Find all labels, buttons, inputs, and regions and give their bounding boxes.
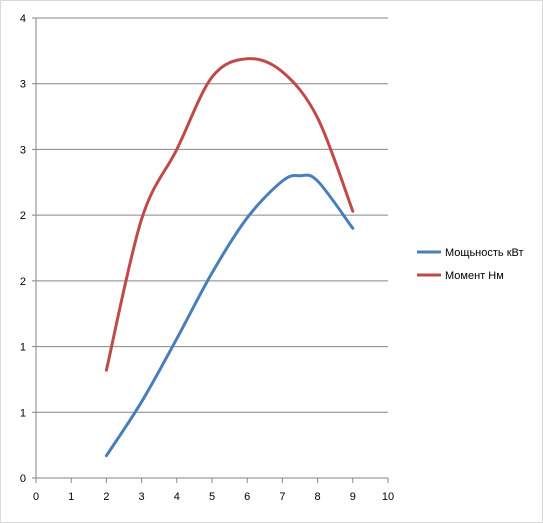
gridlines [36, 17, 388, 413]
series-line-1 [104, 57, 355, 372]
x-tick-label-8: 8 [315, 491, 321, 503]
legend-label-0: Мощьность кВт [445, 247, 524, 259]
y-tick-label-4: 2 [20, 210, 26, 222]
x-tick-label-1: 1 [68, 491, 74, 503]
axes [32, 17, 389, 483]
series-lines [104, 57, 355, 458]
series-line-0 [104, 173, 355, 458]
x-tick-label-2: 2 [103, 491, 109, 503]
y-tick-label-6: 3 [20, 79, 26, 91]
x-tick-label-6: 6 [244, 491, 250, 503]
y-tick-label-2: 1 [20, 342, 26, 354]
y-tick-label-0: 0 [20, 473, 26, 485]
x-tick-label-5: 5 [209, 491, 215, 503]
x-tick-label-9: 9 [350, 491, 356, 503]
x-tick-label-7: 7 [279, 491, 285, 503]
x-tick-label-0: 0 [33, 491, 39, 503]
tick-labels: 0 1 1 2 2 3 3 4 0 1 2 3 4 5 6 7 8 9 10 [20, 13, 394, 503]
y-tick-label-1: 1 [20, 407, 26, 419]
legend: Мощьность кВт Момент Нм [417, 247, 524, 282]
legend-label-1: Момент Нм [445, 270, 504, 282]
x-tick-label-4: 4 [174, 491, 180, 503]
y-tick-label-5: 3 [20, 144, 26, 156]
x-tick-label-3: 3 [139, 491, 145, 503]
y-tick-label-3: 2 [20, 276, 26, 288]
y-tick-label-7: 4 [20, 13, 26, 25]
x-tick-label-10: 10 [382, 491, 394, 503]
